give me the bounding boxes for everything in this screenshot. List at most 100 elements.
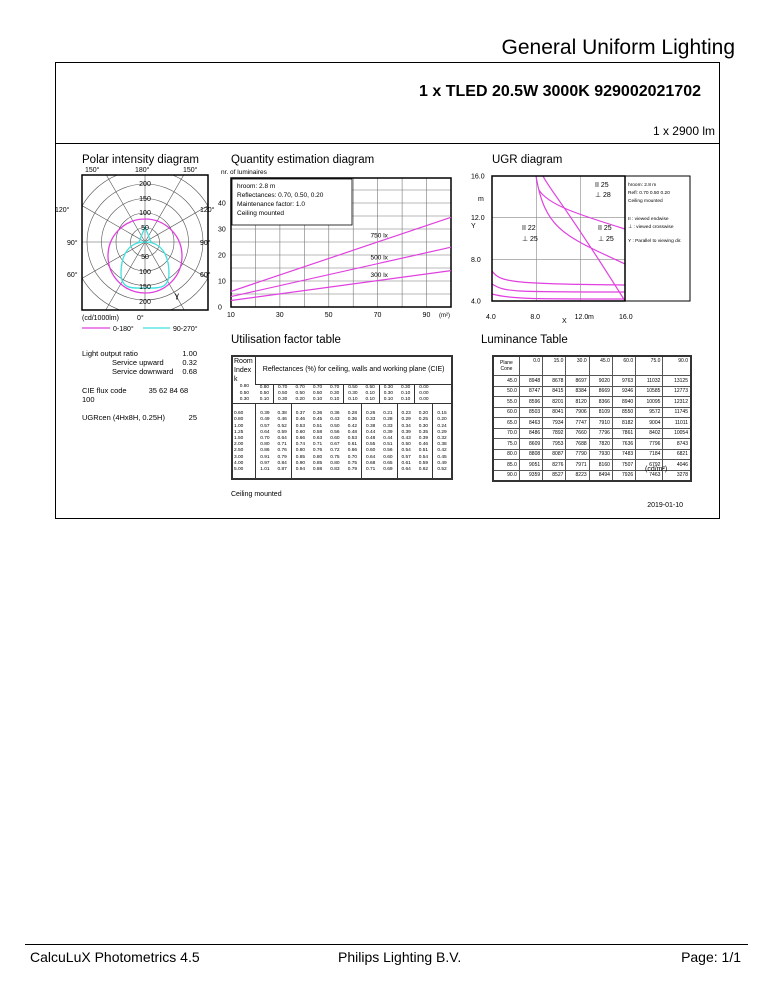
y-axis-label: Y [471, 223, 476, 230]
room-index: 4.00 [234, 460, 244, 466]
uf-value: 0.44 [361, 429, 380, 436]
uf-value: 0.29 [396, 417, 415, 424]
header-divider [55, 62, 719, 63]
uf-value: 0.52 [432, 466, 452, 474]
luminance-title: Luminance Table [481, 334, 568, 346]
uf-value: 0.57 [255, 423, 274, 430]
uf-value: 0.38 [361, 423, 380, 430]
uf-value: 0.67 [330, 442, 340, 448]
reflectance-value: 0.30 [378, 390, 398, 397]
uf-value: 0.80 [290, 448, 310, 455]
document-title: General Uniform Lighting [501, 36, 735, 59]
luminance-value: 10585 [635, 385, 664, 397]
angle-label: 60° [67, 271, 78, 279]
uf-value: 0.75 [330, 454, 340, 460]
angle-label: 120° [55, 206, 70, 214]
ugr-value: ⊥ 25 [598, 236, 614, 243]
luminance-value: 7861 [611, 427, 637, 439]
uf-value: 0.60 [361, 448, 380, 455]
uf-value: 0.48 [347, 429, 358, 435]
x-unit: m [588, 314, 594, 321]
uf-value: 0.46 [290, 417, 310, 424]
angle-label: 60° [200, 271, 211, 279]
polar-title: Polar intensity diagram [82, 154, 199, 166]
reflectance-value: 0.80 [259, 384, 270, 390]
luminance-value: 7796 [588, 427, 613, 439]
luminance-value: 8808 [518, 448, 544, 460]
plane-cone-label: Plane Cone [492, 355, 520, 376]
uf-title: Utilisation factor table [231, 334, 341, 346]
plane-angle: 0.0 [518, 355, 544, 376]
x-tick-label: 8.0 [530, 314, 540, 321]
luminance-value: 13125 [662, 375, 692, 387]
utilisation-factor-table: Room Index k Reflectances (%) for ceiling, … [231, 355, 453, 481]
y-tick-label: 12.0 [471, 215, 485, 222]
luminance-value: 9020 [588, 375, 613, 387]
cone-angle: 85.0 [492, 459, 520, 471]
luminance-value: 7953 [542, 438, 567, 450]
room-index: 2.50 [234, 448, 244, 454]
uf-value: 0.85 [290, 454, 310, 461]
uf-value: 0.36 [347, 417, 358, 423]
luminance-value: 7688 [565, 438, 590, 450]
uf-value: 0.64 [396, 466, 415, 474]
ugr-info: Ceiling mounted [628, 198, 663, 204]
uf-value: 0.59 [277, 429, 287, 435]
luminance-value: 11745 [662, 406, 692, 418]
x-tick-label: 50 [325, 312, 333, 319]
reflectance-value: 0.30 [329, 390, 340, 396]
uf-value: 0.37 [290, 411, 310, 418]
y-tick-label: 10 [218, 279, 226, 286]
uf-value: 0.26 [361, 411, 380, 418]
luminance-value: 9051 [518, 459, 544, 471]
uf-value: 0.33 [361, 417, 380, 424]
reflectance-value: 0.10 [365, 390, 375, 396]
luminaire-name: 1 x TLED 20.5W 3000K 929002021702 [419, 83, 701, 100]
reflectance-value: 0.20 [295, 396, 305, 402]
plane-angle: 45.0 [588, 355, 613, 376]
x-tick-label: 16.0 [619, 314, 633, 321]
legend-label: 90-270° [173, 325, 198, 333]
plane-angle: 90.0 [662, 355, 692, 376]
uf-value: 0.29 [432, 429, 452, 436]
luminance-value: 8182 [611, 417, 637, 429]
ugr-value: ⊥ 28 [595, 192, 611, 199]
cone-angle: 45.0 [492, 375, 520, 387]
uf-value: 0.85 [312, 460, 323, 466]
ugr-curve [491, 270, 626, 286]
uf-value: 0.68 [361, 460, 380, 467]
uf-value: 0.43 [330, 417, 340, 423]
uf-value: 0.91 [255, 454, 274, 461]
ugr-diagram: II 25 ⊥ 28 II 22 ⊥ 25 II 25 ⊥ 25 m Y m X… [471, 174, 691, 325]
luminance-value: 9004 [635, 417, 664, 429]
footer-page: Page: 1/1 [681, 949, 741, 965]
plane-angle: 30.0 [565, 355, 590, 376]
uf-value: 0.43 [396, 435, 415, 443]
footer-divider [25, 944, 748, 945]
cie-value: 35 62 84 68 100 [82, 386, 189, 404]
uf-value: 0.36 [312, 411, 323, 417]
luminance-value: 10054 [662, 427, 692, 439]
luminance-value: 8201 [542, 396, 567, 408]
y-tick-label: 20 [218, 253, 226, 260]
uf-value: 0.76 [277, 448, 287, 454]
uf-value: 0.38 [277, 411, 287, 417]
reflectance-value: 0.10 [329, 396, 340, 402]
reflectance-value: 0.50 [259, 390, 270, 396]
series-label: 750 lx [371, 232, 389, 239]
reflectance-value: 0.10 [400, 390, 411, 396]
angle-label: 0° [137, 314, 144, 322]
uf-value: 0.42 [432, 448, 452, 455]
luminance-value: 7926 [611, 469, 637, 482]
uf-value: 0.51 [383, 442, 393, 448]
luminance-value: 7463 [635, 469, 664, 482]
uf-value: 0.51 [312, 423, 323, 429]
lor-label: Light output ratio [82, 349, 138, 358]
luminance-value: 8276 [542, 459, 567, 471]
uf-value: 0.70 [347, 454, 358, 460]
reflectance-value: 0.70 [295, 384, 305, 390]
ring-label: 100 [139, 269, 151, 276]
room-index: 3.00 [234, 454, 244, 460]
luminance-value: 8948 [518, 375, 544, 387]
luminance-value: 7930 [588, 448, 613, 460]
